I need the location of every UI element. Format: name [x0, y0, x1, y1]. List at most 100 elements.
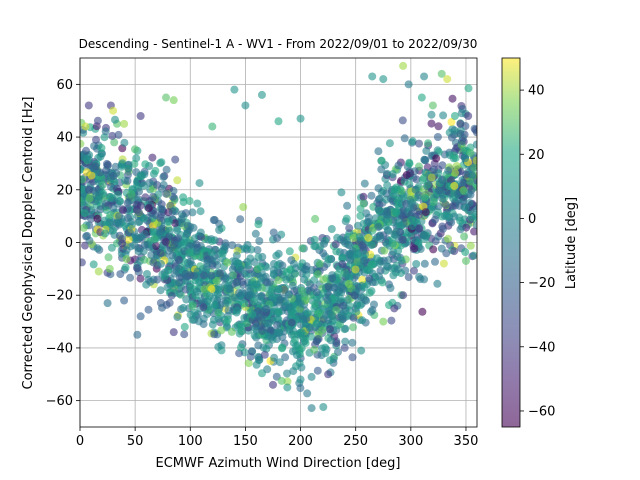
- scatter-point: [460, 232, 469, 241]
- scatter-point: [116, 270, 125, 279]
- scatter-point: [252, 322, 261, 331]
- scatter-point: [407, 210, 416, 219]
- scatter-point: [244, 359, 253, 368]
- scatter-point: [388, 239, 397, 248]
- scatter-point: [274, 117, 283, 126]
- scatter-point: [433, 133, 442, 141]
- scatter-point: [420, 275, 429, 284]
- scatter-point: [348, 353, 357, 362]
- scatter-point: [467, 171, 476, 180]
- scatter-point: [84, 185, 93, 194]
- scatter-point: [173, 226, 182, 235]
- scatter-point: [165, 226, 174, 235]
- scatter-point: [109, 106, 118, 115]
- scatter-point: [296, 299, 305, 308]
- scatter-point: [353, 221, 362, 230]
- scatter-point: [141, 193, 150, 202]
- scatter-point: [199, 320, 208, 329]
- scatter-point: [358, 275, 367, 284]
- scatter-point: [364, 233, 373, 242]
- scatter-point: [217, 326, 226, 335]
- scatter-point: [255, 237, 264, 245]
- scatter-point: [240, 314, 249, 322]
- scatter-point: [121, 222, 130, 231]
- scatter-point: [300, 336, 309, 345]
- scatter-point: [93, 244, 102, 253]
- scatter-point: [140, 255, 149, 264]
- scatter-point: [193, 267, 202, 276]
- scatter-point: [148, 153, 157, 162]
- scatter-point: [253, 246, 262, 254]
- scatter-point: [118, 239, 127, 248]
- scatter-point: [139, 181, 148, 190]
- scatter-point: [438, 194, 447, 203]
- scatter-point: [146, 277, 155, 286]
- scatter-point: [330, 283, 339, 292]
- scatter-point: [85, 194, 94, 203]
- scatter-point: [423, 181, 432, 190]
- scatter-point: [379, 75, 388, 84]
- scatter-point: [200, 271, 209, 280]
- scatter-point: [410, 244, 419, 253]
- scatter-point: [319, 403, 328, 411]
- scatter-point: [114, 190, 122, 199]
- scatter-point: [256, 262, 265, 271]
- scatter-point: [447, 176, 455, 185]
- scatter-point: [218, 249, 227, 258]
- scatter-point: [144, 204, 153, 213]
- scatter-point: [174, 255, 183, 264]
- colorbar-tick-label: −40: [528, 340, 555, 355]
- scatter-point: [349, 313, 358, 322]
- scatter-point: [283, 369, 291, 378]
- scatter-point: [384, 226, 392, 234]
- scatter-point: [115, 231, 124, 240]
- scatter-point: [422, 146, 431, 155]
- scatter-point: [386, 284, 395, 292]
- scatter-point: [380, 246, 389, 255]
- scatter-point: [456, 225, 465, 234]
- scatter-point: [296, 114, 305, 123]
- scatter-point: [152, 242, 160, 251]
- scatter-point: [170, 240, 179, 249]
- scatter-point: [464, 111, 473, 120]
- scatter-point: [364, 213, 373, 222]
- scatter-point: [136, 201, 145, 210]
- scatter-point: [196, 207, 205, 216]
- x-tick-label: 150: [233, 434, 258, 449]
- scatter-point: [358, 316, 367, 325]
- scatter-point: [249, 280, 258, 289]
- scatter-point: [375, 194, 384, 203]
- y-tick-label: 0: [65, 236, 73, 251]
- scatter-point: [312, 319, 321, 328]
- scatter-point: [343, 201, 352, 210]
- scatter-point: [460, 187, 468, 196]
- scatter-point: [448, 94, 457, 103]
- scatter-point: [195, 179, 204, 188]
- scatter-point: [345, 224, 354, 233]
- scatter-point: [278, 343, 287, 352]
- scatter-point: [359, 192, 368, 201]
- scatter-point: [450, 212, 459, 221]
- scatter-point: [273, 321, 282, 330]
- scatter-point: [374, 184, 383, 193]
- scatter-point: [232, 306, 241, 315]
- scatter-point: [370, 300, 378, 309]
- scatter-point: [160, 272, 169, 280]
- scatter-point: [224, 315, 232, 324]
- scatter-point: [192, 287, 201, 296]
- scatter-point: [387, 316, 396, 325]
- scatter-point: [175, 273, 184, 282]
- scatter-point: [254, 341, 263, 350]
- scatter-point: [244, 261, 252, 270]
- scatter-point: [285, 303, 294, 312]
- scatter-point: [398, 116, 407, 125]
- scatter-point: [121, 263, 130, 272]
- scatter-point: [418, 307, 427, 316]
- scatter-point: [331, 240, 340, 249]
- scatter-point: [153, 181, 161, 189]
- scatter-point: [180, 330, 189, 339]
- scatter-point: [277, 376, 286, 385]
- scatter-point: [392, 208, 401, 217]
- scatter-point: [206, 255, 215, 264]
- scatter-point: [438, 222, 447, 231]
